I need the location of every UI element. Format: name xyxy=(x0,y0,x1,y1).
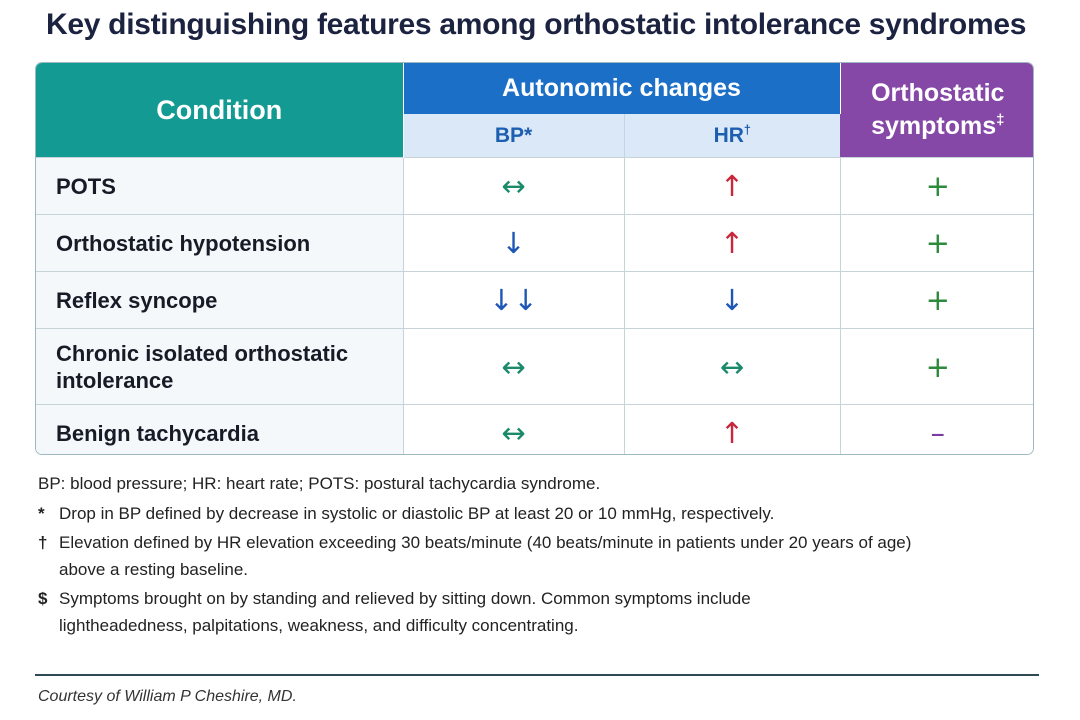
condition-cell: POTS xyxy=(36,157,404,215)
footnotes: BP: blood pressure; HR: heart rate; POTS… xyxy=(38,474,1038,645)
condition-cell: Reflex syncope xyxy=(36,271,404,329)
header-hr-label: HR xyxy=(713,123,744,147)
bp-cell: ↔ xyxy=(403,404,625,454)
hr-cell: ↑ xyxy=(624,404,841,454)
condition-cell: Benign tachycardia xyxy=(36,404,404,454)
symptoms-cell: – xyxy=(840,404,1033,454)
header-autonomic-changes: Autonomic changes xyxy=(403,63,841,114)
features-table: Condition Autonomic changes Orthostatic … xyxy=(35,62,1034,455)
header-orth-mark: ‡ xyxy=(996,111,1005,129)
courtesy-credit: Courtesy of William P Cheshire, MD. xyxy=(38,688,297,705)
divider-rule xyxy=(35,674,1039,676)
table-row: Benign tachycardia ↔ ↑ – xyxy=(36,404,1033,454)
symptoms-cell: + xyxy=(840,157,1033,215)
table-row: POTS ↔ ↑ + xyxy=(36,157,1033,215)
header-hr: HR† xyxy=(624,114,841,158)
footnote-mark: * xyxy=(38,504,45,523)
page-title: Key distinguishing features among orthos… xyxy=(46,8,1027,41)
footnote-bp: * Drop in BP defined by decrease in syst… xyxy=(38,504,1038,527)
table-row: Orthostatic hypotension ↓ ↑ + xyxy=(36,214,1033,272)
table-row: Chronic isolated orthostatic intolerance… xyxy=(36,328,1033,405)
table-row: Reflex syncope ↓↓ ↓ + xyxy=(36,271,1033,329)
hr-cell: ↔ xyxy=(624,328,841,405)
abbreviations-note: BP: blood pressure; HR: heart rate; POTS… xyxy=(38,474,601,493)
symptoms-cell: + xyxy=(840,214,1033,272)
footnote-text: Elevation defined by HR elevation exceed… xyxy=(59,533,912,579)
bp-cell: ↔ xyxy=(403,328,625,405)
hr-cell: ↑ xyxy=(624,157,841,215)
hr-cell: ↓ xyxy=(624,271,841,329)
condition-cell: Chronic isolated orthostatic intolerance xyxy=(36,328,404,405)
symptoms-cell: + xyxy=(840,271,1033,329)
footnote-text: Drop in BP defined by decrease in systol… xyxy=(59,504,775,523)
footnote-symptoms: $ Symptoms brought on by standing and re… xyxy=(38,589,1038,639)
footnote-hr: † Elevation defined by HR elevation exce… xyxy=(38,533,1038,583)
bp-cell: ↓↓ xyxy=(403,271,625,329)
footnote-text: Symptoms brought on by standing and reli… xyxy=(59,589,751,635)
header-hr-mark: † xyxy=(743,122,751,137)
header-bp: BP* xyxy=(403,114,625,158)
header-orth-line2: symptoms xyxy=(871,112,997,140)
header-orthostatic-symptoms: Orthostatic symptoms‡ xyxy=(840,63,1033,158)
footnote-mark: $ xyxy=(38,589,48,608)
hr-cell: ↑ xyxy=(624,214,841,272)
symptoms-cell: + xyxy=(840,328,1033,405)
bp-cell: ↔ xyxy=(403,157,625,215)
bp-cell: ↓ xyxy=(403,214,625,272)
header-orth-line1: Orthostatic xyxy=(871,79,1005,107)
condition-cell: Orthostatic hypotension xyxy=(36,214,404,272)
footnote-mark: † xyxy=(38,533,48,552)
header-condition: Condition xyxy=(36,63,404,158)
